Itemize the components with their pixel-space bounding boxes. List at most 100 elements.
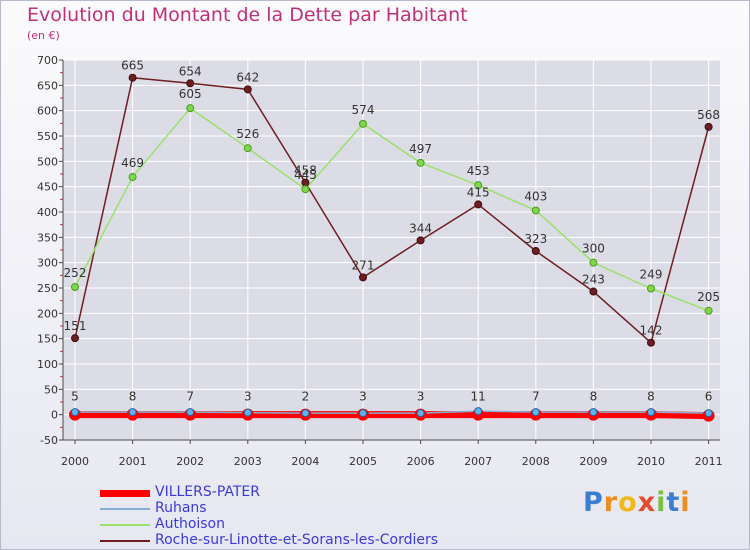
data-point-authoison [589, 258, 598, 267]
data-label-authoison: 252 [64, 266, 87, 280]
data-point-ruhans [186, 408, 195, 417]
data-point-roche [704, 122, 713, 131]
x-tick-label: 2010 [637, 455, 665, 468]
y-tick-label: 300 [37, 257, 58, 270]
data-point-roche [243, 85, 252, 94]
data-label-roche: 323 [524, 232, 547, 246]
data-label-ruhans: 8 [129, 390, 137, 404]
data-label-ruhans: 5 [71, 390, 79, 404]
data-point-roche [416, 236, 425, 245]
data-point-ruhans [359, 409, 367, 418]
y-tick-label: 250 [37, 282, 58, 295]
x-tick-label: 2003 [234, 455, 262, 468]
data-label-ruhans: 2 [302, 390, 310, 404]
data-point-roche [71, 334, 79, 343]
data-label-roche: 344 [409, 221, 432, 235]
legend-label-authoison: Authoison [155, 516, 225, 532]
series-line-authoison [74, 107, 709, 312]
data-label-ruhans: 7 [186, 390, 194, 404]
y-tick-label: 700 [37, 54, 58, 67]
data-label-roche: 568 [697, 108, 720, 122]
legend-swatch-authoison [100, 524, 150, 526]
data-point-authoison [474, 181, 483, 190]
data-point-roche [359, 273, 367, 282]
chart-unit-label: (en €) [27, 29, 60, 42]
data-point-roche [589, 287, 598, 296]
x-tick-label: 2011 [695, 455, 723, 468]
data-point-ruhans [474, 407, 483, 416]
data-label-authoison: 445 [294, 168, 317, 182]
data-label-ruhans: 3 [244, 390, 252, 404]
logo-letter: i [680, 487, 691, 518]
y-tick-label: 100 [37, 358, 58, 371]
data-label-ruhans: 6 [705, 390, 713, 404]
logo-letter: x [637, 487, 657, 518]
x-tick-label: 2006 [407, 455, 435, 468]
data-label-authoison: 249 [640, 268, 663, 282]
chart-title: Evolution du Montant de la Dette par Hab… [27, 4, 468, 26]
logo-letter: i [656, 487, 667, 518]
x-tick-label: 2004 [291, 455, 319, 468]
data-label-ruhans: 8 [590, 390, 598, 404]
data-point-roche [647, 338, 655, 347]
data-label-roche: 151 [64, 319, 87, 333]
data-label-authoison: 300 [582, 242, 605, 256]
y-tick-label: 450 [37, 181, 58, 194]
logo-letter: t [666, 487, 681, 518]
legend-label-villers-pater: VILLERS-PATER [155, 484, 260, 500]
legend-swatch-ruhans [100, 508, 150, 510]
data-label-authoison: 605 [179, 87, 202, 101]
data-label-roche: 271 [352, 258, 375, 272]
data-point-ruhans [647, 408, 655, 417]
data-point-authoison [359, 119, 367, 128]
data-point-ruhans [301, 409, 310, 418]
legend-label-ruhans: Ruhans [155, 500, 207, 516]
data-label-authoison: 526 [236, 127, 259, 141]
x-tick-label: 2009 [579, 455, 607, 468]
data-point-authoison [71, 282, 79, 291]
x-tick-label: 2008 [522, 455, 550, 468]
y-tick-label: 650 [37, 79, 58, 92]
data-point-ruhans [416, 409, 425, 418]
data-label-ruhans: 8 [647, 390, 655, 404]
plot-area [63, 60, 720, 440]
y-tick-label: 500 [37, 155, 58, 168]
data-label-roche: 415 [467, 185, 490, 199]
data-point-roche [474, 200, 483, 209]
data-point-ruhans [243, 408, 252, 417]
data-label-roche: 665 [121, 59, 144, 73]
data-label-ruhans: 11 [471, 390, 486, 404]
y-tick-label: 50 [44, 383, 58, 396]
data-point-roche [128, 73, 137, 82]
data-point-authoison [301, 185, 310, 194]
y-tick-label: 400 [37, 206, 58, 219]
logo-letter: r [603, 487, 619, 518]
y-tick-label: -50 [40, 434, 58, 447]
data-label-authoison: 574 [352, 103, 375, 117]
y-tick-label: 200 [37, 307, 58, 320]
x-tick-label: 2000 [61, 455, 89, 468]
data-label-authoison: 497 [409, 142, 432, 156]
data-point-authoison [647, 284, 655, 293]
series-line-villers [75, 411, 709, 420]
data-point-ruhans [128, 408, 137, 417]
data-label-ruhans: 3 [417, 390, 425, 404]
data-point-authoison [128, 173, 137, 182]
data-point-ruhans [531, 408, 540, 417]
x-tick-label: 2005 [349, 455, 377, 468]
y-tick-label: 350 [37, 231, 58, 244]
x-tick-label: 2001 [119, 455, 147, 468]
data-label-ruhans: 7 [532, 390, 540, 404]
data-point-authoison [704, 306, 713, 315]
proxiti-logo: Proxiti [583, 487, 691, 518]
data-point-roche [531, 247, 540, 256]
series-line-roche [74, 76, 710, 344]
data-point-authoison [531, 206, 540, 215]
data-point-authoison [243, 144, 252, 153]
data-label-roche: 642 [236, 70, 259, 84]
x-tick-label: 2007 [464, 455, 492, 468]
data-label-ruhans: 3 [359, 390, 367, 404]
data-label-roche: 243 [582, 273, 605, 287]
legend-label-roche: Roche-sur-Linotte-et-Sorans-les-Cordiers [155, 532, 439, 548]
data-point-ruhans [704, 409, 713, 418]
